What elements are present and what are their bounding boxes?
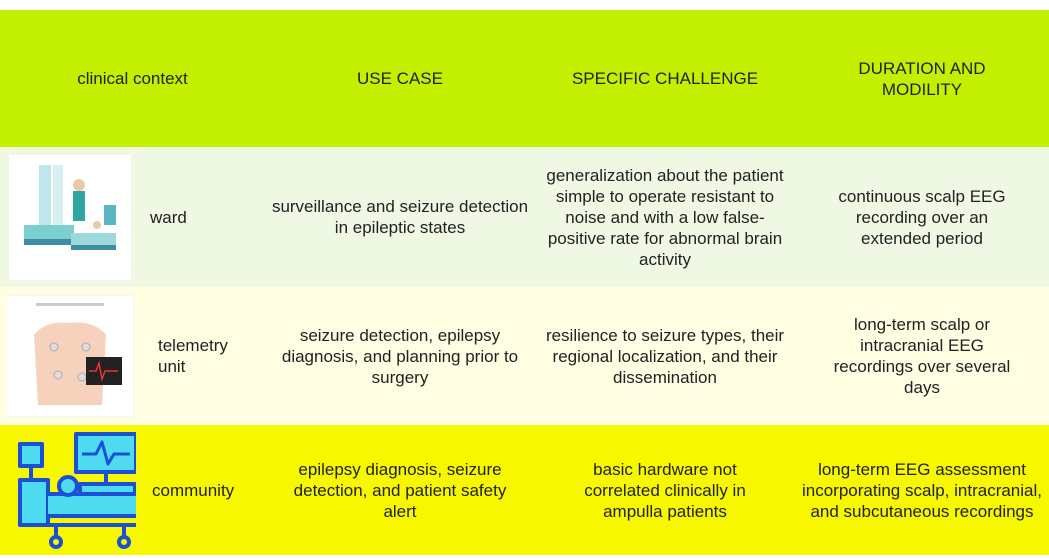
use-case-cell: surveillance and seizure detection in ep…: [265, 147, 535, 287]
header-cell: USE CASE: [265, 10, 535, 147]
context-cell: community: [140, 425, 265, 555]
header-cell: SPECIFIC CHALLENGE: [535, 10, 795, 147]
community-image-cell: [0, 425, 140, 555]
table: clinical context USE CASE SPECIFIC CHALL…: [0, 10, 1049, 555]
ward-image-cell: [0, 147, 140, 287]
telemetry-image-cell: [0, 287, 140, 425]
challenge-cell: resilience to seizure types, their regio…: [535, 287, 795, 425]
telemetry-illustration: [6, 295, 134, 417]
ward-illustration: [9, 154, 131, 280]
duration-cell: long-term EEG assessment incorporating s…: [795, 425, 1049, 555]
challenge-cell: basic hardware not correlated clinically…: [535, 425, 795, 555]
use-case-cell: seizure detection, epilepsy diagnosis, a…: [265, 287, 535, 425]
use-case-cell: epilepsy diagnosis, seizure detection, a…: [265, 425, 535, 555]
community-icon: [18, 432, 136, 549]
challenge-cell: generalization about the patient simple …: [535, 147, 795, 287]
duration-cell: long-term scalp or intracranial EEG reco…: [795, 287, 1049, 425]
context-cell: ward: [140, 147, 265, 287]
duration-cell: continuous scalp EEG recording over an e…: [795, 147, 1049, 287]
context-cell: telemetry unit: [140, 287, 265, 425]
header-cell: DURATION AND MODILITY: [795, 10, 1049, 147]
header-cell: clinical context: [0, 10, 265, 147]
